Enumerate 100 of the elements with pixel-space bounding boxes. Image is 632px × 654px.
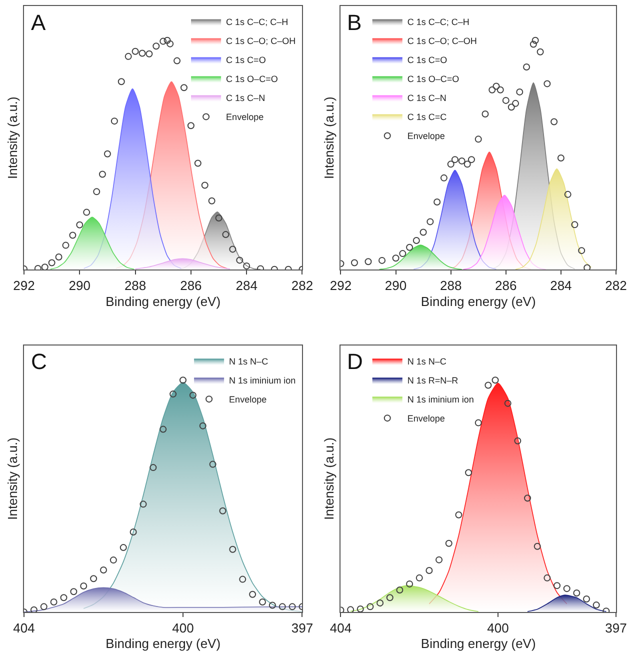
legend-label: Envelope: [229, 394, 267, 405]
point: [458, 157, 466, 164]
point: [564, 190, 572, 198]
point: [474, 136, 482, 143]
point: [83, 208, 90, 216]
point: [396, 586, 404, 594]
point: [174, 57, 181, 64]
x-tick-label: 286: [180, 278, 202, 294]
point: [392, 254, 400, 262]
point: [229, 546, 236, 553]
point: [530, 40, 537, 48]
point: [445, 540, 452, 547]
legend-label: C 1s C–N: [407, 93, 446, 104]
point: [583, 596, 590, 603]
legend-label: Envelope: [407, 131, 445, 142]
point: [420, 228, 427, 236]
x-tick-label: 397: [291, 620, 314, 636]
point: [60, 594, 68, 602]
legend-label: C 1s C–O; C–OH: [407, 36, 477, 46]
point: [584, 264, 591, 270]
point: [100, 566, 107, 574]
point: [239, 576, 246, 583]
point: [496, 86, 504, 94]
x-tick-label: 292: [330, 278, 352, 294]
point: [152, 42, 160, 50]
point: [378, 256, 386, 264]
point: [93, 188, 100, 196]
point: [62, 242, 70, 249]
point: [350, 259, 358, 266]
y-axis-title: Intensity (a.u.): [4, 96, 20, 179]
point: [447, 160, 454, 168]
point: [386, 594, 394, 602]
point: [138, 50, 146, 57]
point: [164, 36, 171, 44]
x-axis-title: Binding energy (eV): [106, 636, 221, 652]
x-tick-label: 290: [384, 278, 407, 294]
point: [170, 390, 177, 398]
point: [150, 464, 157, 472]
point: [426, 567, 433, 574]
point: [55, 254, 62, 260]
point: [436, 556, 443, 564]
point: [502, 96, 510, 104]
point: [268, 602, 276, 609]
x-tick-label: 397: [605, 620, 627, 636]
point: [347, 606, 354, 612]
point: [199, 422, 206, 430]
point: [406, 580, 414, 588]
point: [34, 264, 42, 270]
point: [215, 214, 222, 222]
chart-title: B: [347, 10, 362, 35]
point: [578, 247, 586, 254]
point: [557, 154, 564, 162]
y-axis-title: Intensity (a.u.): [322, 96, 337, 179]
legend-label: C 1s C–C; C–H: [226, 17, 288, 28]
point: [563, 585, 570, 592]
point: [426, 218, 434, 226]
point: [465, 469, 472, 476]
legend-label: C 1s O–C=O: [407, 74, 460, 84]
point: [288, 603, 296, 610]
point: [524, 494, 532, 502]
legend-label: C 1s C=C: [407, 112, 448, 122]
y-axis-title: Intensity (a.u.): [322, 437, 337, 520]
point: [179, 376, 186, 384]
point: [189, 392, 196, 399]
point: [140, 500, 147, 508]
point: [512, 100, 520, 107]
x-tick-label: 288: [124, 278, 146, 294]
point: [366, 603, 374, 610]
point: [69, 232, 76, 239]
point: [544, 574, 551, 582]
point: [492, 82, 500, 90]
legend-label: N 1s iminium ion: [407, 394, 474, 405]
point: [146, 50, 153, 58]
point: [236, 256, 244, 264]
point: [573, 589, 580, 596]
point: [201, 182, 208, 189]
point: [222, 231, 230, 238]
point: [406, 244, 414, 251]
point: [278, 603, 286, 610]
point: [364, 258, 372, 266]
point: [399, 250, 406, 258]
legend-label: C 1s C–N: [226, 93, 266, 104]
x-axis-title: Binding energy (eV): [420, 294, 536, 309]
point: [434, 198, 441, 206]
point: [451, 156, 458, 164]
point: [534, 542, 541, 550]
point: [554, 582, 561, 590]
point: [249, 590, 256, 598]
x-axis-title: Binding energy (eV): [420, 636, 536, 652]
legend-label: N 1s N–C: [407, 356, 447, 367]
point: [40, 603, 48, 610]
legend-label: Envelope: [226, 112, 264, 122]
point: [488, 86, 496, 94]
point: [194, 160, 202, 167]
legend-label: C 1s C–C; C–H: [407, 17, 470, 28]
point: [208, 197, 216, 204]
x-tick-label: 400: [172, 620, 194, 636]
point: [464, 160, 471, 168]
point: [180, 84, 188, 92]
point: [98, 170, 106, 178]
